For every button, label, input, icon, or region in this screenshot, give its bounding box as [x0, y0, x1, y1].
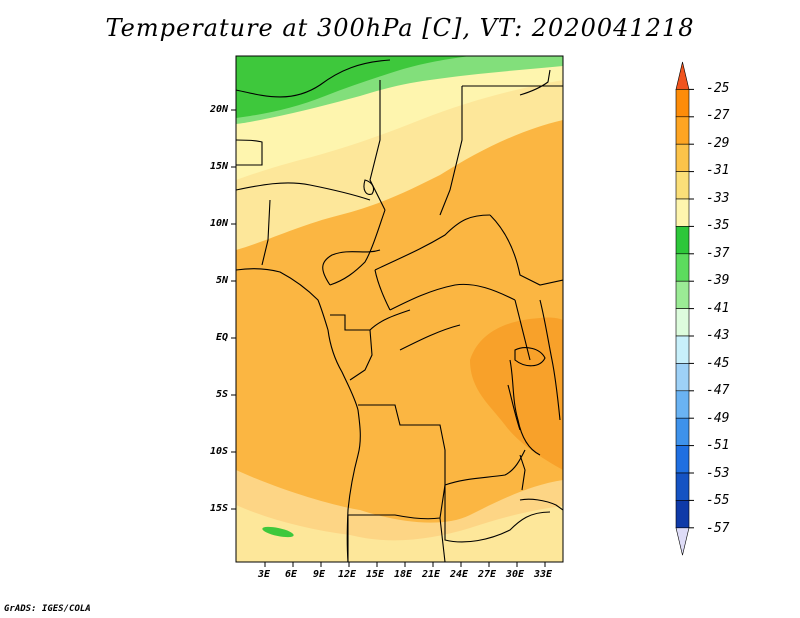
colorbar-swatch: [675, 445, 690, 474]
colorbar-swatch: [675, 390, 690, 419]
colorbar-label: -53: [706, 466, 730, 481]
colorbar-label: -57: [706, 521, 730, 536]
x-label-12e: 12E: [338, 569, 357, 580]
x-label-24e: 24E: [450, 569, 469, 580]
x-label-21e: 21E: [422, 569, 441, 580]
colorbar-label: -49: [706, 411, 730, 426]
colorbar-label: -41: [706, 301, 730, 316]
field-north-green: [236, 56, 470, 118]
x-label-6e: 6E: [285, 569, 298, 580]
colorbar-swatch: [675, 171, 690, 200]
footer-credit: GrADS: IGES/COLA: [4, 604, 91, 614]
colorbar-swatch: [675, 280, 690, 309]
x-label-18e: 18E: [394, 569, 413, 580]
border-car-3: [374, 269, 391, 311]
colorbar-label: -33: [706, 191, 730, 206]
border-east-lake-1: [509, 359, 541, 456]
axis-ticks: [231, 109, 546, 567]
border-drc-south: [444, 449, 526, 486]
y-label-20n: 20N: [209, 104, 228, 115]
border-sahel-1: [236, 182, 371, 201]
border-congo-1: [369, 309, 411, 331]
colorbar-label: -43: [706, 328, 730, 343]
x-label-15e: 15E: [366, 569, 385, 580]
border-sudan: [489, 214, 563, 286]
border-east-1: [514, 299, 531, 361]
x-label-27e: 27E: [478, 569, 497, 580]
y-label-15s: 15S: [209, 503, 228, 514]
y-label-eq: EQ: [215, 332, 228, 343]
river-congo: [399, 324, 461, 351]
y-label-15n: 15N: [209, 161, 228, 172]
field-green-spot: [262, 526, 294, 538]
border-zambia: [444, 485, 551, 543]
border-south-east: [519, 498, 563, 511]
border-misc-1: [519, 69, 551, 96]
colorbar-swatch: [675, 226, 690, 255]
colorbar-swatch: [675, 253, 690, 282]
y-label-5s: 5S: [215, 389, 228, 400]
colorbar-label: -29: [706, 136, 730, 151]
colorbar-swatch: [675, 116, 690, 145]
colorbar-swatch: [675, 417, 690, 446]
y-label-10n: 10N: [209, 218, 228, 229]
border-gabon-1: [330, 314, 370, 331]
border-sahel-2: [261, 199, 271, 266]
lake-victoria: [514, 347, 546, 367]
map-frame: [235, 55, 564, 563]
border-misc-2: [236, 139, 263, 166]
colorbar-label: -35: [706, 218, 730, 233]
map-title: Temperature at 300hPa [C], VT: 202004121…: [105, 14, 695, 42]
coastline-west: [236, 268, 361, 562]
colorbar-label: -45: [706, 356, 730, 371]
border-car-2: [374, 214, 491, 271]
border-north-3: [439, 86, 463, 216]
colorbar-label: -31: [706, 163, 730, 178]
colorbar-swatch: [675, 500, 690, 529]
colorbar-swatch: [675, 363, 690, 392]
colorbar-label: -51: [706, 438, 730, 453]
field-east-warm: [470, 317, 563, 470]
x-label-30e: 30E: [506, 569, 525, 580]
lake-tanganyika: [507, 384, 521, 431]
border-east-lake-2: [539, 299, 561, 421]
field-south-pale: [236, 505, 563, 562]
y-label-5n: 5N: [215, 275, 228, 286]
colorbar-swatch: [675, 143, 690, 172]
colorbar-swatch: [675, 308, 690, 337]
colorbar: [675, 61, 694, 556]
border-car-1: [322, 249, 381, 286]
lake-chad: [363, 179, 375, 195]
colorbar-label: -39: [706, 273, 730, 288]
lake-malawi: [519, 454, 526, 491]
colorbar-swatch: [675, 472, 690, 501]
border-car-4: [389, 283, 516, 311]
colorbar-swatch: [675, 335, 690, 364]
colorbar-label: -47: [706, 383, 730, 398]
colorbar-top-arrow: [675, 61, 690, 90]
colorbar-swatch: [675, 89, 690, 118]
border-north-2: [369, 80, 386, 211]
x-label-9e: 9E: [313, 569, 326, 580]
border-north-1: [236, 59, 391, 98]
x-label-33e: 33E: [534, 569, 553, 580]
x-label-3e: 3E: [258, 569, 271, 580]
map-boundaries: [236, 59, 563, 562]
colorbar-label: -55: [706, 493, 730, 508]
colorbar-bottom-arrow: [675, 527, 690, 556]
y-label-10s: 10S: [209, 446, 228, 457]
border-bots: [439, 517, 446, 562]
colorbar-label: -37: [706, 246, 730, 261]
colorbar-label: -27: [706, 108, 730, 123]
colorbar-swatch: [675, 198, 690, 227]
border-drc-west: [358, 404, 446, 485]
colorbar-label: -25: [706, 81, 730, 96]
temperature-field: [236, 56, 563, 562]
border-gabon-2: [349, 329, 373, 381]
border-sahel-3: [329, 209, 386, 286]
